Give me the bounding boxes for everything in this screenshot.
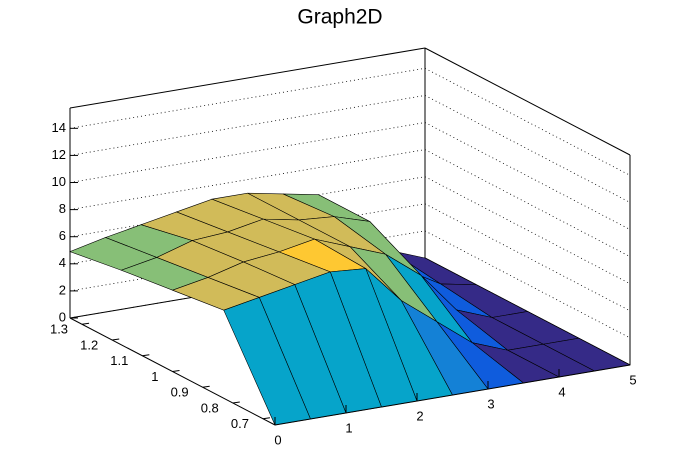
x-tick-label: 2 xyxy=(416,408,423,423)
grid-line xyxy=(424,122,631,230)
z-tick-label: 10 xyxy=(52,174,66,189)
grid-line xyxy=(69,67,426,129)
x-tick-label: 5 xyxy=(629,372,636,387)
y-tick xyxy=(262,417,271,420)
z-tick-label: 6 xyxy=(59,228,66,243)
y-tick-label: 1.2 xyxy=(80,337,98,352)
box-edge xyxy=(274,364,631,426)
y-tick-label: 0.9 xyxy=(171,385,189,400)
y-tick-label: 1.3 xyxy=(50,322,68,337)
grid-line xyxy=(424,149,631,257)
chart-title: Graph2D xyxy=(297,6,382,29)
z-tick-label: 14 xyxy=(52,120,66,135)
y-tick xyxy=(232,401,240,404)
y-tick xyxy=(81,322,90,325)
grid-line xyxy=(69,122,426,183)
z-tick-label: 4 xyxy=(59,255,66,270)
grid-line xyxy=(424,95,631,203)
y-tick-label: 1.1 xyxy=(110,353,128,368)
z-tick-label: 8 xyxy=(59,201,66,216)
x-tick-label: 0 xyxy=(274,432,281,447)
grid-line xyxy=(424,203,631,312)
z-tick-label: 2 xyxy=(59,282,66,297)
grid-line xyxy=(69,95,426,156)
x-tick-label: 1 xyxy=(345,420,352,435)
z-tick-label: 12 xyxy=(52,147,66,162)
box-edge xyxy=(424,47,631,156)
grid-line xyxy=(424,230,631,339)
y-tick-label: 0.7 xyxy=(231,416,249,431)
y-tick xyxy=(202,385,210,388)
y-tick-label: 0.8 xyxy=(201,400,219,415)
z-tick-label: 0 xyxy=(59,309,66,324)
y-tick xyxy=(142,354,150,357)
y-tick-label: 1 xyxy=(151,369,158,384)
grid-line xyxy=(69,149,426,211)
x-tick-label: 3 xyxy=(487,396,494,411)
x-tick-label: 4 xyxy=(558,384,565,399)
box-edge xyxy=(69,47,426,109)
grid-line xyxy=(424,176,631,285)
y-tick xyxy=(112,338,120,341)
y-tick xyxy=(172,370,180,372)
grid-line xyxy=(424,67,631,176)
